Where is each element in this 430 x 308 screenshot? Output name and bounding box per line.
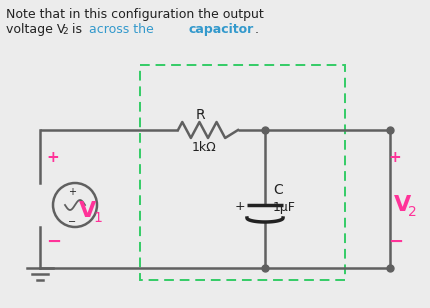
Text: 2: 2 — [407, 205, 416, 219]
Text: .: . — [255, 23, 258, 36]
Text: 1kΩ: 1kΩ — [191, 141, 216, 154]
Text: voltage V: voltage V — [6, 23, 65, 36]
Text: −: − — [46, 233, 61, 251]
Text: across the: across the — [89, 23, 157, 36]
Text: +: + — [46, 150, 58, 165]
Text: R: R — [196, 108, 205, 122]
Text: 2: 2 — [62, 27, 68, 36]
Text: +: + — [234, 200, 245, 213]
Text: +: + — [387, 150, 400, 165]
Text: 1μF: 1μF — [272, 201, 295, 214]
Text: +: + — [68, 187, 76, 197]
Text: −: − — [68, 217, 76, 227]
Text: is: is — [68, 23, 86, 36]
Text: C: C — [272, 183, 282, 197]
Text: −: − — [387, 233, 402, 251]
Text: Note that in this configuration the output: Note that in this configuration the outp… — [6, 8, 263, 21]
Text: 1: 1 — [93, 211, 101, 225]
Text: V: V — [79, 201, 96, 221]
Text: V: V — [393, 195, 410, 215]
Text: capacitor: capacitor — [189, 23, 254, 36]
Bar — [140, 65, 344, 280]
